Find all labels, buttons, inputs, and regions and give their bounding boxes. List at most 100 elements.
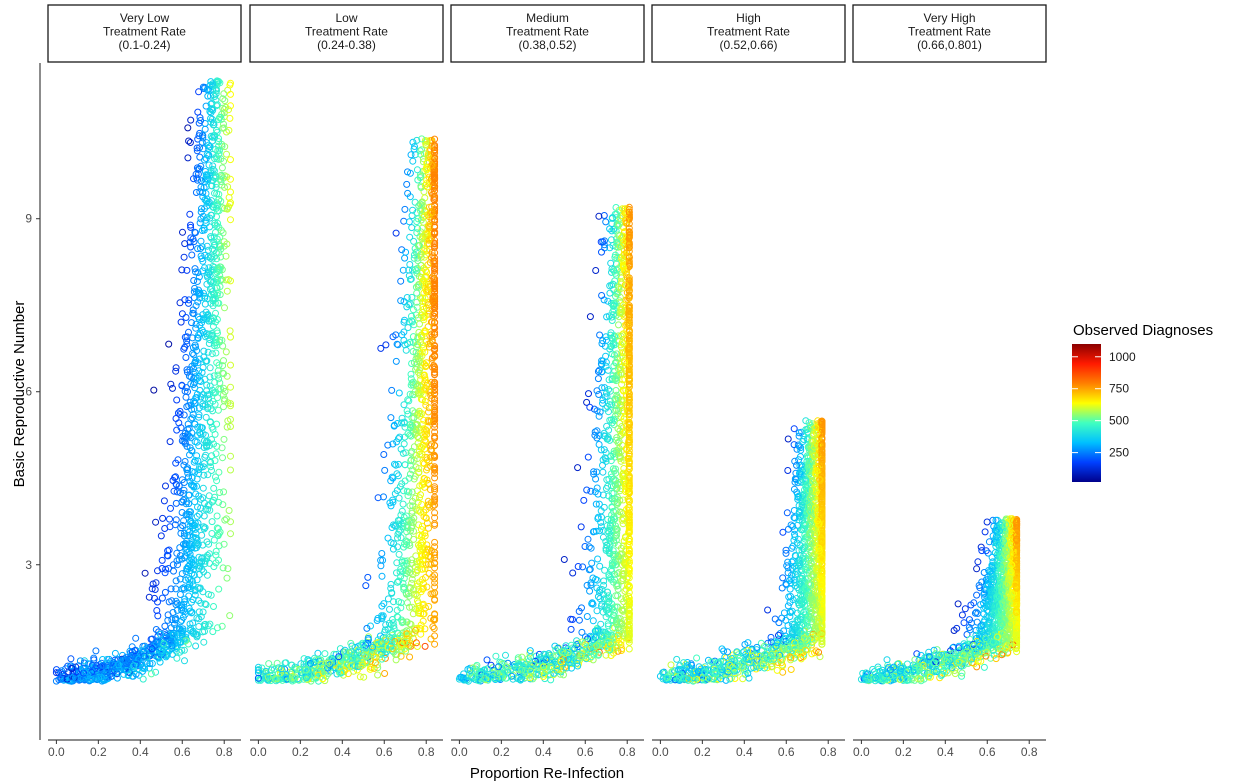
data-point — [205, 340, 213, 347]
facet-strip — [47, 4, 242, 63]
data-point — [200, 224, 208, 232]
data-point — [429, 623, 437, 631]
data-point — [395, 494, 403, 502]
data-point — [196, 188, 204, 196]
data-point — [191, 420, 199, 428]
data-point — [195, 315, 203, 323]
data-point — [196, 355, 203, 363]
data-point — [388, 386, 396, 394]
x-tick-label: 0.4 — [535, 745, 552, 759]
data-point — [213, 420, 221, 428]
data-point — [175, 625, 183, 633]
data-point — [213, 128, 221, 136]
data-point — [215, 530, 223, 538]
data-point — [377, 344, 385, 352]
scatter-points — [656, 417, 826, 685]
data-point — [204, 348, 212, 356]
data-point — [187, 554, 195, 562]
data-point — [788, 544, 796, 552]
data-point — [193, 438, 201, 446]
data-point — [181, 657, 188, 665]
data-point — [778, 584, 786, 592]
data-point — [172, 364, 180, 372]
data-point — [193, 475, 201, 483]
data-point — [130, 665, 138, 673]
data-point — [427, 442, 435, 450]
data-point — [196, 562, 204, 570]
data-point — [183, 545, 191, 553]
data-point — [193, 534, 200, 542]
data-point — [206, 223, 214, 231]
data-point — [176, 648, 184, 656]
data-point — [406, 233, 414, 241]
data-point — [599, 468, 607, 476]
data-point — [602, 352, 610, 360]
data-point — [209, 628, 217, 636]
data-point — [408, 509, 416, 517]
data-point — [199, 189, 207, 196]
data-point — [579, 563, 587, 571]
data-point — [574, 464, 582, 472]
data-point — [174, 561, 181, 569]
data-point — [189, 235, 197, 243]
x-tick-label: 0.8 — [619, 745, 636, 759]
data-point — [567, 625, 575, 633]
data-point — [198, 554, 206, 562]
data-point — [178, 631, 186, 638]
data-point — [203, 86, 211, 94]
x-tick-label: 0.0 — [451, 745, 468, 759]
data-point — [182, 500, 190, 508]
data-point — [176, 407, 184, 415]
data-point — [362, 582, 370, 590]
data-point — [181, 458, 189, 465]
data-point — [191, 341, 199, 349]
data-point — [374, 671, 382, 679]
data-point — [184, 124, 192, 132]
data-point — [58, 667, 66, 675]
x-tick-label: 0.0 — [250, 745, 267, 759]
data-point — [124, 658, 132, 666]
data-point — [221, 388, 229, 395]
data-point — [177, 529, 185, 537]
data-point — [111, 649, 119, 657]
data-point — [265, 660, 273, 668]
data-point — [210, 233, 218, 241]
data-point — [72, 663, 80, 671]
data-point — [158, 649, 166, 657]
data-point — [401, 254, 409, 262]
data-point — [173, 549, 181, 557]
data-point — [60, 676, 68, 684]
data-point — [204, 471, 212, 479]
data-point — [394, 534, 401, 542]
x-tick-label: 0.2 — [292, 745, 309, 759]
data-point — [204, 502, 212, 510]
data-point — [188, 577, 196, 585]
data-point — [202, 190, 210, 197]
data-point — [213, 190, 221, 198]
data-point — [221, 97, 229, 105]
data-point — [407, 370, 415, 378]
data-point — [220, 540, 228, 548]
data-point — [583, 613, 591, 620]
data-point — [592, 267, 600, 274]
data-point — [185, 547, 193, 555]
data-point — [584, 535, 592, 543]
data-point — [220, 105, 228, 113]
data-point — [204, 391, 211, 399]
data-point — [158, 556, 166, 564]
data-point — [146, 660, 154, 668]
data-point — [407, 151, 415, 159]
data-point — [218, 622, 226, 630]
data-point — [173, 624, 180, 632]
data-point — [213, 102, 220, 110]
data-point — [180, 517, 188, 525]
data-point — [168, 616, 176, 624]
data-point — [181, 333, 189, 341]
data-point — [381, 670, 389, 677]
data-point — [577, 523, 585, 531]
data-point — [216, 79, 224, 87]
data-point — [187, 544, 195, 552]
data-point — [72, 675, 80, 683]
data-point — [201, 125, 209, 133]
data-point — [202, 197, 210, 205]
